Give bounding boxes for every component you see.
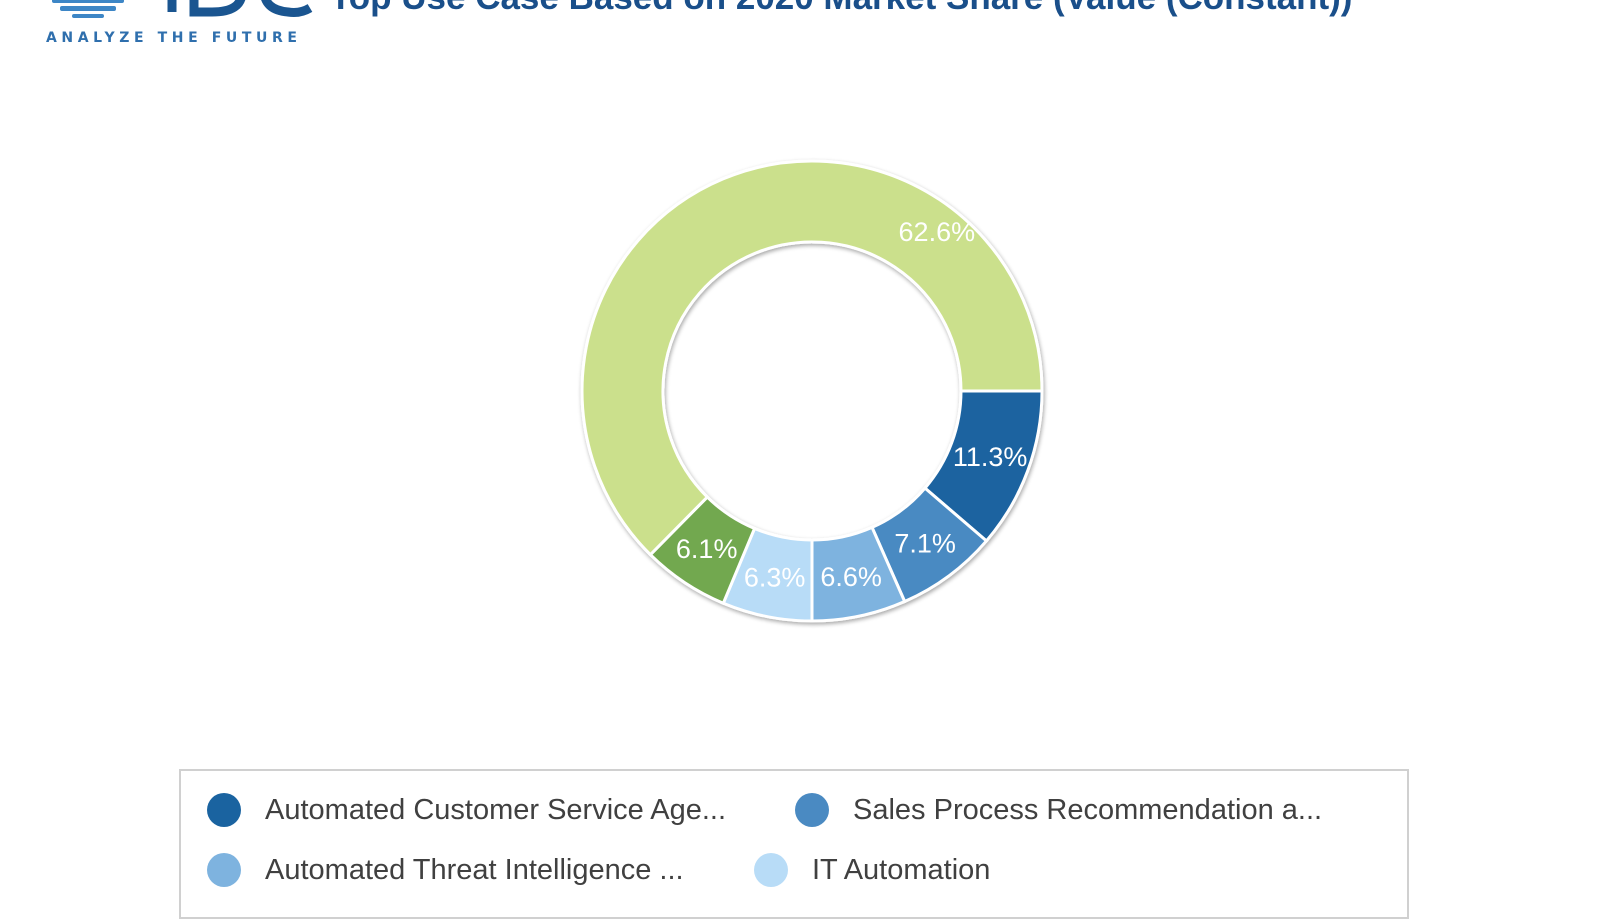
legend-marker-dot [795, 793, 829, 827]
chart-legend: Automated Customer Service Age... Sales … [179, 769, 1409, 919]
donut-slice-6[interactable] [580, 159, 1044, 557]
legend-marker-dot [754, 853, 788, 887]
donut-slice-label: 62.6% [899, 217, 976, 247]
legend-item[interactable]: Automated Threat Intelligence ... [207, 853, 684, 887]
donut-slice-label: 6.1% [676, 534, 738, 564]
donut-chart: 11.3% 7.1% 6.6% 6.3%6.1% 62.6% [580, 159, 1044, 623]
chart-header: ANALYZE THE FUTURE Top Use Case Based on… [0, 0, 1600, 60]
chart-title: Top Use Case Based on 2020 Market Share … [330, 0, 1352, 18]
donut-slice-label: 6.6% [820, 562, 882, 592]
idc-logo-mark [52, 0, 313, 18]
legend-label: Sales Process Recommendation a... [853, 793, 1323, 826]
legend-marker-dot [207, 853, 241, 887]
legend-item[interactable]: IT Automation [754, 853, 990, 887]
donut-slices [580, 159, 1044, 623]
donut-slice-label: 6.3% [744, 562, 806, 592]
legend-item[interactable]: Sales Process Recommendation a... [795, 793, 1322, 827]
donut-slice-label: 11.3% [953, 442, 1028, 472]
legend-label: Automated Customer Service Age... [265, 793, 726, 826]
legend-item[interactable]: Automated Customer Service Age... [207, 793, 726, 827]
legend-label: Automated Threat Intelligence ... [265, 853, 684, 886]
legend-marker-dot [207, 793, 241, 827]
chart-area: 11.3% 7.1% 6.6% 6.3% 6.1% 62.6% [0, 60, 1600, 750]
logo-tagline: ANALYZE THE FUTURE [46, 30, 302, 46]
donut-slice-label: 7.1% [894, 529, 956, 559]
legend-label: IT Automation [812, 853, 991, 886]
idc-logo: ANALYZE THE FUTURE [44, 0, 314, 50]
donut-labels: 11.3% 7.1% 6.6% 6.3%6.1% 62.6% [676, 217, 1028, 592]
